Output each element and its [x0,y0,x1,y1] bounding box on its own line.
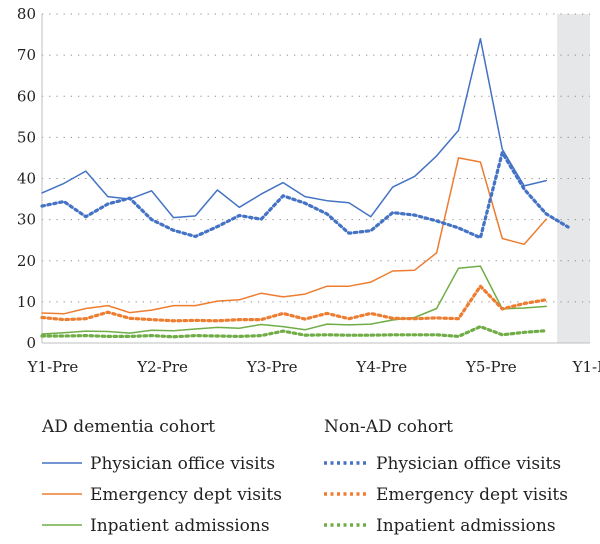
y-tick-label-60: 60 [17,87,36,105]
series-lines [40,37,570,339]
legend: AD dementia cohort Non-AD cohort Physici… [41,417,568,536]
legend-label-ad-physician: Physician office visits [90,454,275,474]
legend-label-nonad-physician: Physician office visits [376,454,561,474]
y-tick-label-30: 30 [17,211,36,229]
legend-label-ad-inpatient: Inpatient admissions [90,516,270,536]
series-line-nonad-3 [40,151,570,240]
series-line-ad-2 [41,265,547,335]
y-tick-label-80: 80 [17,5,36,23]
y-axis: 0 10 20 30 40 50 60 70 80 [17,5,43,352]
y-tick-label-0: 0 [26,334,36,352]
series-line-nonad-4 [40,284,548,323]
legend-label-nonad-inpatient: Inpatient admissions [376,516,556,536]
series-line-nonad-5 [40,325,548,339]
x-tick-label-2: Y3-Pre [246,358,298,376]
x-tick-label-5: Y1-Post [572,358,600,376]
x-tick-label-4: Y5-Pre [465,358,517,376]
legend-group-title-nonad: Non-AD cohort [324,417,453,437]
x-tick-label-3: Y4-Pre [355,358,407,376]
gridlines [42,13,590,303]
post-period-highlight [557,14,590,343]
x-tick-label-1: Y2-Pre [136,358,188,376]
legend-group-title-ad: AD dementia cohort [41,417,215,437]
y-tick-label-40: 40 [17,170,36,188]
x-tick-label-0: Y1-Pre [27,358,79,376]
y-tick-label-70: 70 [17,46,36,64]
y-tick-label-20: 20 [17,252,36,270]
series-line-ad-1 [41,157,547,315]
legend-label-nonad-emergency: Emergency dept visits [376,485,568,505]
series-line-ad-0 [41,37,547,219]
y-tick-label-50: 50 [17,128,36,146]
y-tick-label-10: 10 [17,293,36,311]
legend-label-ad-emergency: Emergency dept visits [90,485,282,505]
x-axis: Y1-Pre Y2-Pre Y3-Pre Y4-Pre Y5-Pre Y1-Post [27,342,600,376]
